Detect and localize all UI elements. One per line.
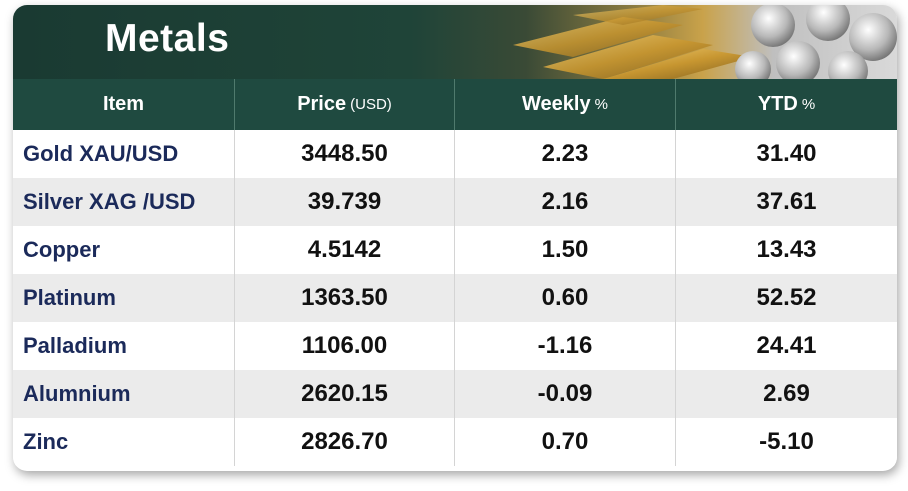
header-price-label: Price bbox=[297, 93, 347, 115]
metals-table-card: Metals bbox=[13, 5, 897, 471]
header-weekly: Weekly% bbox=[455, 79, 676, 130]
price-value: 39.739 bbox=[235, 178, 455, 226]
metal-name: Zinc bbox=[13, 418, 235, 466]
header-price: Price (USD) bbox=[235, 79, 455, 130]
price-value: 4.5142 bbox=[235, 226, 455, 274]
title-banner: Metals bbox=[13, 5, 897, 79]
weekly-value: 0.60 bbox=[455, 274, 676, 322]
metal-name: Silver XAG /USD bbox=[13, 178, 235, 226]
table-row: Gold XAU/USD 3448.50 2.23 31.40 bbox=[13, 130, 897, 178]
ytd-value: 52.52 bbox=[756, 284, 817, 311]
weekly-value: 0.70 bbox=[455, 418, 676, 466]
table-row: Zinc 2826.70 0.70 -5.10 bbox=[13, 418, 897, 466]
header-weekly-unit: % bbox=[594, 96, 608, 113]
table-body: Gold XAU/USD 3448.50 2.23 31.40 Silver X… bbox=[13, 130, 897, 466]
weekly-value: -1.16 bbox=[455, 322, 676, 370]
metal-name: Gold XAU/USD bbox=[13, 130, 235, 178]
page-title: Metals bbox=[105, 17, 230, 60]
gold-bars-image bbox=[513, 5, 753, 79]
silver-coins-image bbox=[735, 5, 897, 79]
header-ytd: YTD% bbox=[676, 79, 897, 130]
header-ytd-label: YTD bbox=[757, 93, 798, 115]
table-row: Alumnium 2620.15 -0.09 2.69 bbox=[13, 370, 897, 418]
metal-name: Alumnium bbox=[13, 370, 235, 418]
header-ytd-unit: % bbox=[801, 96, 816, 113]
price-value: 2826.70 bbox=[235, 418, 455, 466]
price-value: 1106.00 bbox=[235, 322, 455, 370]
header-weekly-label: Weekly bbox=[522, 93, 591, 115]
table-row: Platinum 1363.50 0.60 52.52 bbox=[13, 274, 897, 322]
weekly-value: 1.50 bbox=[455, 226, 676, 274]
metal-name: Platinum bbox=[13, 274, 235, 322]
ytd-value: 31.40 bbox=[756, 140, 817, 167]
table-row: Copper 4.5142 1.50 13.43 bbox=[13, 226, 897, 274]
ytd-value: 37.61 bbox=[756, 188, 817, 215]
header-price-unit: (USD) bbox=[350, 96, 392, 113]
ytd-value: 13.43 bbox=[756, 236, 817, 263]
ytd-value: 2.69 bbox=[763, 380, 810, 407]
table-row: Silver XAG /USD 39.739 2.16 37.61 bbox=[13, 178, 897, 226]
weekly-value: -0.09 bbox=[455, 370, 676, 418]
weekly-value: 2.23 bbox=[455, 130, 676, 178]
metal-name: Palladium bbox=[13, 322, 235, 370]
header-item: Item bbox=[13, 79, 235, 130]
metals-banner-image bbox=[513, 5, 897, 79]
price-value: 3448.50 bbox=[235, 130, 455, 178]
ytd-value: 24.41 bbox=[756, 332, 817, 359]
weekly-value: 2.16 bbox=[455, 178, 676, 226]
metal-name: Copper bbox=[13, 226, 235, 274]
ytd-value: -5.10 bbox=[759, 428, 814, 455]
table-row: Palladium 1106.00 -1.16 24.41 bbox=[13, 322, 897, 370]
header-item-label: Item bbox=[102, 93, 145, 115]
price-value: 1363.50 bbox=[235, 274, 455, 322]
price-value: 2620.15 bbox=[235, 370, 455, 418]
table-header: Item Price (USD) Weekly% YTD% bbox=[13, 79, 897, 130]
